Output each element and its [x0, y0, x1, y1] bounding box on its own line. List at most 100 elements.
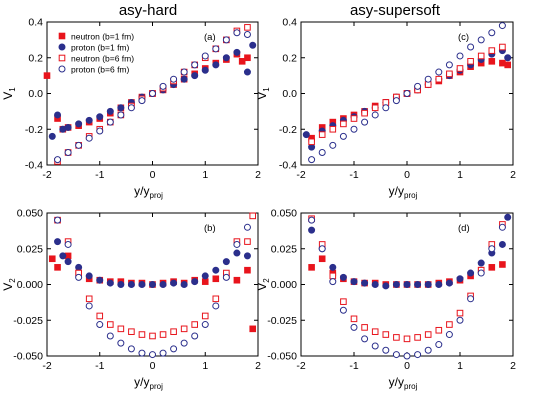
y-axis-label-sub: 2: [262, 278, 271, 283]
data-point: [117, 339, 125, 347]
data-point: [106, 279, 114, 287]
data-point: [371, 342, 379, 350]
data-point: [128, 328, 135, 335]
y-tick-label: 0.025: [271, 243, 297, 255]
x-axis-label: y/yproj: [134, 375, 163, 391]
data-point: [393, 334, 400, 341]
data-point: [371, 328, 379, 335]
y-axis-label: V1: [255, 87, 271, 100]
data-point: [75, 120, 83, 128]
x-axis-label: y/yproj: [389, 375, 418, 391]
data-point: [212, 295, 220, 303]
data-point: [243, 252, 251, 260]
data-point: [339, 132, 347, 140]
data-point: [308, 138, 315, 146]
data-point: [238, 58, 246, 65]
data-point: [498, 22, 506, 30]
y-tick-label: 0.4: [28, 17, 43, 29]
data-point: [149, 351, 156, 359]
data-point: [170, 345, 178, 353]
data-point: [350, 278, 358, 286]
data-point: [43, 72, 51, 79]
y-tick-label: 0.025: [17, 243, 43, 255]
series-1: [308, 58, 511, 142]
data-point: [180, 339, 188, 347]
data-point: [435, 281, 443, 288]
y-tick-label: -0.2: [25, 124, 43, 136]
x-axis-label-sub: proj: [404, 191, 418, 200]
data-point: [244, 266, 251, 274]
data-point: [180, 68, 188, 76]
data-point: [435, 68, 443, 76]
data-point: [54, 216, 62, 224]
data-point: [392, 281, 400, 288]
data-point: [318, 255, 326, 263]
data-point: [445, 279, 453, 287]
data-point: [414, 351, 422, 359]
data-point: [446, 321, 453, 328]
data-point: [212, 61, 220, 69]
data-point: [75, 273, 83, 281]
data-point: [180, 281, 188, 288]
data-point: [233, 276, 241, 284]
series-3: [308, 215, 506, 343]
data-point: [96, 113, 104, 121]
data-point: [222, 54, 230, 62]
legend-marker: [58, 43, 66, 51]
y-tick-label: 0.2: [282, 52, 297, 64]
panel-d: -2 -1 0 1 2 -0.050 -0.025 0.000 0.025 0.050 y/ypro…: [255, 208, 516, 392]
series-2: [308, 213, 512, 290]
y-axis-label-sub: 1: [262, 87, 271, 92]
data-point: [350, 125, 358, 133]
data-point: [138, 331, 146, 338]
panel-label: (b): [204, 223, 216, 234]
data-point: [467, 269, 475, 277]
data-point: [222, 36, 230, 44]
y-tick-label: 0.0: [28, 88, 43, 100]
data-point: [85, 295, 93, 303]
y-axis-label-sub: 2: [8, 278, 17, 283]
data-point: [371, 281, 379, 288]
data-point: [424, 331, 432, 338]
data-point: [85, 134, 93, 142]
x-tick-label: 0: [404, 169, 410, 181]
data-point: [403, 352, 411, 360]
data-point: [504, 61, 511, 69]
data-point: [149, 281, 156, 288]
data-point: [329, 125, 337, 133]
x-tick-label: -1: [349, 360, 358, 372]
data-point: [244, 238, 251, 245]
y-tick-label: 0.000: [271, 279, 297, 291]
panel-label: (c): [458, 32, 469, 43]
y-tick-label: -0.4: [25, 160, 43, 172]
data-point: [424, 281, 432, 288]
data-point: [318, 245, 326, 253]
data-point: [382, 104, 390, 112]
x-tick-label: -2: [296, 360, 305, 372]
panel-title-asy-hard: asy-hard: [119, 2, 177, 19]
y-tick-label: 0.2: [28, 52, 43, 64]
data-point: [445, 61, 453, 69]
data-point: [96, 127, 104, 135]
y-tick-label: 0.050: [17, 208, 43, 220]
legend: neutron (b=1 fm)proton (b=1 fm)neutron (…: [58, 32, 134, 75]
x-tick-label: 0: [150, 360, 156, 372]
data-point: [329, 272, 337, 280]
data-point: [212, 302, 220, 310]
data-point: [477, 36, 485, 44]
data-point: [350, 323, 358, 331]
data-point: [403, 90, 411, 97]
data-point: [403, 335, 411, 343]
data-point: [329, 141, 337, 149]
x-tick-label: -2: [42, 169, 51, 181]
panel-label: (d): [458, 223, 470, 234]
series-4: [308, 216, 506, 360]
data-point: [498, 240, 506, 248]
y-tick-label: -0.4: [279, 160, 297, 172]
data-point: [446, 70, 453, 78]
data-point: [361, 324, 368, 331]
data-point: [488, 47, 496, 54]
x-axis-label-sub: proj: [404, 382, 418, 391]
data-point: [414, 334, 421, 341]
data-point: [456, 316, 464, 324]
